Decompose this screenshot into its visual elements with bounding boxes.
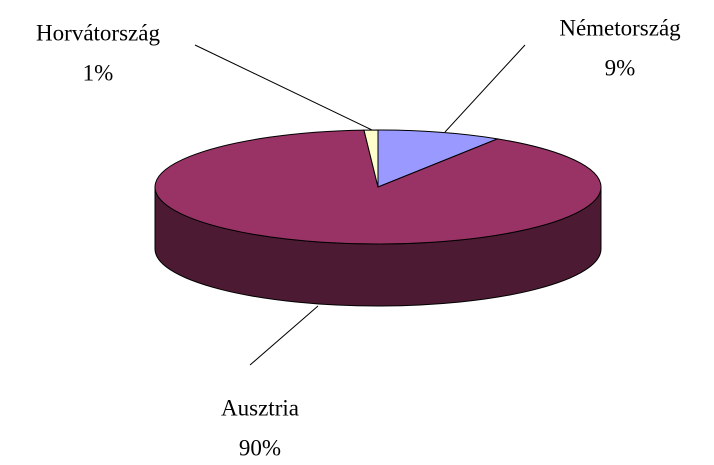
leader-line — [249, 305, 319, 366]
pie-tops — [154, 129, 602, 245]
slice-label: Ausztria — [221, 395, 299, 420]
labels: Németország 9% Ausztria 90% Horvátország 1% — [36, 15, 681, 460]
slice-value-label: 90% — [239, 435, 281, 460]
slice-value-label: 1% — [83, 60, 114, 85]
slice-label: Németország — [559, 15, 681, 40]
pie-slice — [377, 129, 500, 188]
leader-line — [444, 44, 526, 133]
slice-label: Horvátország — [36, 20, 160, 45]
leader-line — [194, 44, 373, 131]
slice-value-label: 9% — [605, 55, 636, 80]
